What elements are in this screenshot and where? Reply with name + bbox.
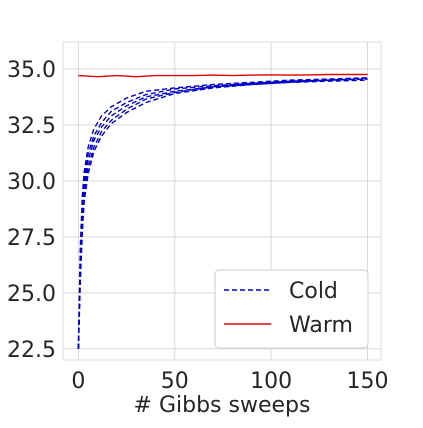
legend-box [214, 269, 369, 349]
plot-frame [62, 41, 382, 361]
legend-label-warm: Warm [289, 313, 353, 338]
x-axis-title: # Gibbs sweeps [134, 393, 311, 418]
series-line-cold-2 [77, 77, 368, 349]
series-group [77, 73, 368, 349]
y-tick-label: 25.0 [7, 282, 56, 307]
x-tick-label: 0 [71, 369, 85, 394]
x-tick-label: 50 [161, 369, 189, 394]
y-tick-label: 32.5 [7, 114, 56, 139]
series-line-cold-4 [77, 79, 368, 349]
legend: Cold Warm [214, 269, 369, 349]
legend-label-cold: Cold [289, 279, 338, 304]
x-tick-label: 100 [250, 369, 292, 394]
tick-labels: 0 50 100 150 22.5 25.0 27.5 30.0 32.5 35.0 [7, 58, 388, 394]
series-line-warm-5 [78, 73, 368, 78]
y-tick-label: 30.0 [7, 170, 56, 195]
x-tick-label: 150 [347, 369, 389, 394]
y-tick-label: 27.5 [7, 226, 56, 251]
y-tick-label: 35.0 [7, 58, 56, 83]
y-tick-label: 22.5 [7, 338, 56, 363]
